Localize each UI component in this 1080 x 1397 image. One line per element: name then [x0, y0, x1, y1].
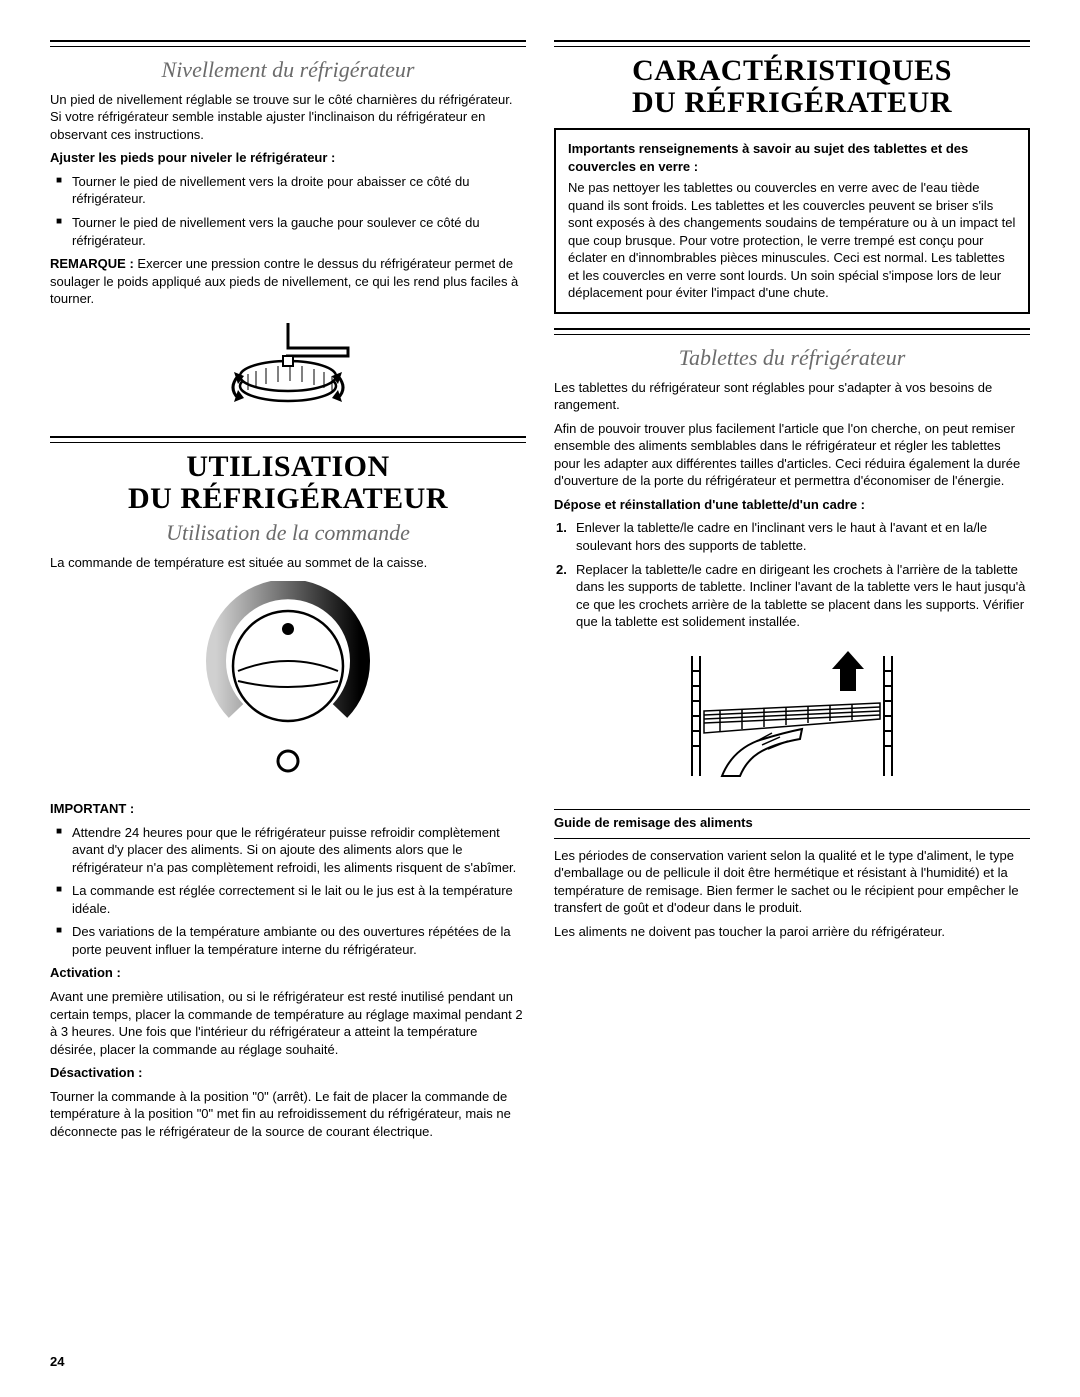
rule: [554, 838, 1030, 839]
subsection-title: Utilisation de la commande: [50, 518, 526, 548]
main-section-title: UTILISATION DU RÉFRIGÉRATEUR: [50, 451, 526, 514]
shelf-removal-illustration: [554, 641, 1030, 796]
body-text: Tourner la commande à la position "0" (a…: [50, 1088, 526, 1141]
title-line: UTILISATION: [186, 450, 389, 483]
rule: [50, 46, 526, 47]
body-text: Avant une première utilisation, ou si le…: [50, 988, 526, 1058]
title-line: DU RÉFRIGÉRATEUR: [128, 482, 448, 515]
body-text: Les aliments ne doivent pas toucher la p…: [554, 923, 1030, 941]
list-item: La commande est réglée correctement si l…: [50, 882, 526, 917]
heading: IMPORTANT :: [50, 800, 526, 818]
list-item: Replacer la tablette/le cadre en dirigea…: [554, 561, 1030, 631]
notice-heading: Importants renseignements à savoir au su…: [568, 140, 1016, 175]
title-line: CARACTÉRISTIQUES: [632, 54, 952, 87]
list-item: Attendre 24 heures pour que le réfrigéra…: [50, 824, 526, 877]
heading: Activation :: [50, 964, 526, 982]
subsection-title: Nivellement du réfrigérateur: [50, 55, 526, 85]
list-item: Des variations de la température ambiant…: [50, 923, 526, 958]
heading: Ajuster les pieds pour niveler le réfrig…: [50, 149, 526, 167]
leveling-foot-illustration: [50, 318, 526, 423]
right-column: CARACTÉRISTIQUES DU RÉFRIGÉRATEUR Import…: [554, 40, 1030, 1146]
body-text: Un pied de nivellement réglable se trouv…: [50, 91, 526, 144]
heading: Désactivation :: [50, 1064, 526, 1082]
heading: Dépose et réinstallation d'une tablette/…: [554, 496, 1030, 514]
title-line: DU RÉFRIGÉRATEUR: [632, 86, 952, 119]
body-text: Les périodes de conservation varient sel…: [554, 847, 1030, 917]
rule-group: [554, 328, 1030, 335]
rule-group: [50, 436, 526, 443]
remarque-label: REMARQUE :: [50, 256, 134, 271]
rule: [554, 46, 1030, 47]
subsection-title: Tablettes du réfrigérateur: [554, 343, 1030, 373]
list-item: Enlever la tablette/le cadre en l'inclin…: [554, 519, 1030, 554]
page-number: 24: [50, 1353, 64, 1371]
heading: Guide de remisage des aliments: [554, 814, 1030, 832]
rule: [554, 40, 1030, 42]
main-section-title: CARACTÉRISTIQUES DU RÉFRIGÉRATEUR: [554, 55, 1030, 118]
rule: [50, 40, 526, 42]
important-notice-box: Importants renseignements à savoir au su…: [554, 128, 1030, 314]
bullet-list: Tourner le pied de nivellement vers la d…: [50, 173, 526, 249]
page-columns: Nivellement du réfrigérateur Un pied de …: [50, 40, 1030, 1146]
control-dial-illustration: [50, 581, 526, 786]
body-text: REMARQUE : Exercer une pression contre l…: [50, 255, 526, 308]
numbered-list: Enlever la tablette/le cadre en l'inclin…: [554, 519, 1030, 630]
left-column: Nivellement du réfrigérateur Un pied de …: [50, 40, 526, 1146]
bullet-list: Attendre 24 heures pour que le réfrigéra…: [50, 824, 526, 959]
body-text: La commande de température est située au…: [50, 554, 526, 572]
body-text: Afin de pouvoir trouver plus facilement …: [554, 420, 1030, 490]
list-item: Tourner le pied de nivellement vers la d…: [50, 173, 526, 208]
notice-text: Ne pas nettoyer les tablettes ou couverc…: [568, 180, 1015, 300]
rule: [554, 809, 1030, 810]
list-item: Tourner le pied de nivellement vers la g…: [50, 214, 526, 249]
body-text: Les tablettes du réfrigérateur sont régl…: [554, 379, 1030, 414]
